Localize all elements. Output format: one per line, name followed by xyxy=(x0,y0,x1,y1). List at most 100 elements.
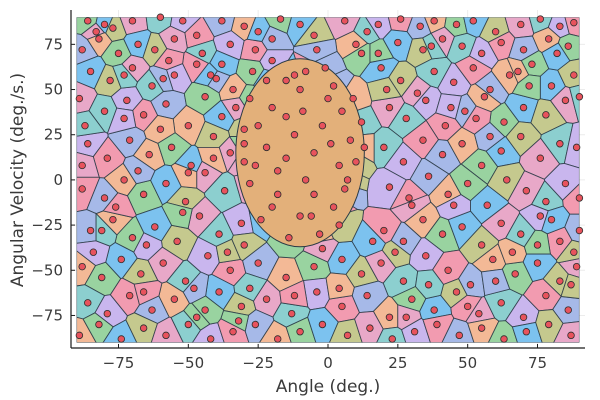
data-point xyxy=(321,64,329,72)
data-point xyxy=(100,20,109,29)
data-point xyxy=(125,136,134,144)
data-point xyxy=(156,13,165,21)
data-point xyxy=(444,190,452,199)
data-point xyxy=(98,273,106,282)
data-point xyxy=(419,136,427,144)
central-cell xyxy=(235,58,365,248)
data-point xyxy=(120,176,128,184)
data-point xyxy=(477,49,486,58)
data-point xyxy=(232,103,240,112)
y-tick-label: 25 xyxy=(44,126,63,144)
voronoi-cell xyxy=(170,162,198,189)
data-point xyxy=(505,71,514,79)
data-point xyxy=(399,158,408,166)
data-point xyxy=(315,230,324,238)
data-point xyxy=(357,49,366,58)
data-point xyxy=(98,226,106,235)
data-point xyxy=(103,309,112,318)
data-point xyxy=(396,15,405,23)
data-point xyxy=(159,259,167,267)
data-point xyxy=(561,96,570,105)
data-point xyxy=(120,114,128,123)
data-point xyxy=(274,335,282,343)
data-point xyxy=(209,132,218,141)
data-point xyxy=(257,215,265,224)
x-tick-label: 0 xyxy=(323,354,333,372)
data-point xyxy=(206,335,215,343)
data-point xyxy=(313,46,321,54)
data-point xyxy=(193,60,201,68)
data-point xyxy=(86,67,95,76)
data-point xyxy=(128,64,137,72)
x-tick-label: −50 xyxy=(172,354,204,372)
y-tick-label: 75 xyxy=(44,35,63,53)
data-point xyxy=(517,20,525,29)
data-point xyxy=(377,64,385,72)
data-point xyxy=(567,331,575,340)
data-point xyxy=(357,270,366,278)
data-point xyxy=(128,17,137,25)
data-point xyxy=(215,230,223,238)
data-point xyxy=(226,149,234,157)
data-point xyxy=(335,161,343,170)
data-point xyxy=(570,248,578,256)
data-point xyxy=(290,131,299,139)
data-point xyxy=(251,320,260,329)
data-point xyxy=(187,161,195,170)
data-point xyxy=(229,85,237,94)
data-point xyxy=(318,121,327,130)
data-point xyxy=(193,31,201,40)
data-point xyxy=(430,67,438,76)
data-point xyxy=(223,248,232,256)
data-point xyxy=(508,248,517,256)
data-point xyxy=(385,103,394,112)
data-point xyxy=(463,302,472,311)
data-point xyxy=(553,49,561,58)
y-tick-label: −50 xyxy=(31,261,63,279)
y-tick-label: 50 xyxy=(44,81,63,99)
data-point xyxy=(274,190,282,199)
data-point xyxy=(170,71,179,79)
data-point xyxy=(396,76,405,85)
data-point xyxy=(408,295,416,303)
data-point xyxy=(310,262,318,271)
data-point xyxy=(461,107,469,115)
data-point xyxy=(536,15,545,23)
data-point xyxy=(81,121,89,130)
data-point xyxy=(536,154,545,162)
data-point xyxy=(134,40,142,49)
data-point xyxy=(547,82,556,90)
data-point xyxy=(385,183,394,191)
data-point xyxy=(567,281,575,289)
data-point xyxy=(114,49,123,58)
data-point xyxy=(572,143,581,152)
x-tick-label: −75 xyxy=(103,354,135,372)
data-point xyxy=(430,306,438,314)
data-point xyxy=(329,203,338,211)
data-point xyxy=(363,291,371,300)
data-point xyxy=(296,85,304,94)
data-point xyxy=(220,187,229,195)
voronoi-cell xyxy=(133,280,163,306)
data-point xyxy=(204,252,212,260)
data-point xyxy=(500,118,508,126)
data-point xyxy=(78,161,86,170)
data-point xyxy=(142,241,151,249)
data-point xyxy=(575,194,584,202)
data-point xyxy=(301,67,310,76)
y-tick-label: −75 xyxy=(31,306,63,324)
data-point xyxy=(226,40,234,49)
data-point xyxy=(218,17,226,25)
data-point xyxy=(165,56,173,65)
data-point xyxy=(251,46,260,54)
data-point xyxy=(318,320,327,329)
data-point xyxy=(100,194,109,202)
data-point xyxy=(282,112,290,121)
data-point xyxy=(78,46,86,54)
data-point xyxy=(536,212,545,220)
data-point xyxy=(547,215,556,224)
data-point xyxy=(78,185,86,193)
data-point xyxy=(542,197,550,206)
data-point xyxy=(251,161,260,170)
